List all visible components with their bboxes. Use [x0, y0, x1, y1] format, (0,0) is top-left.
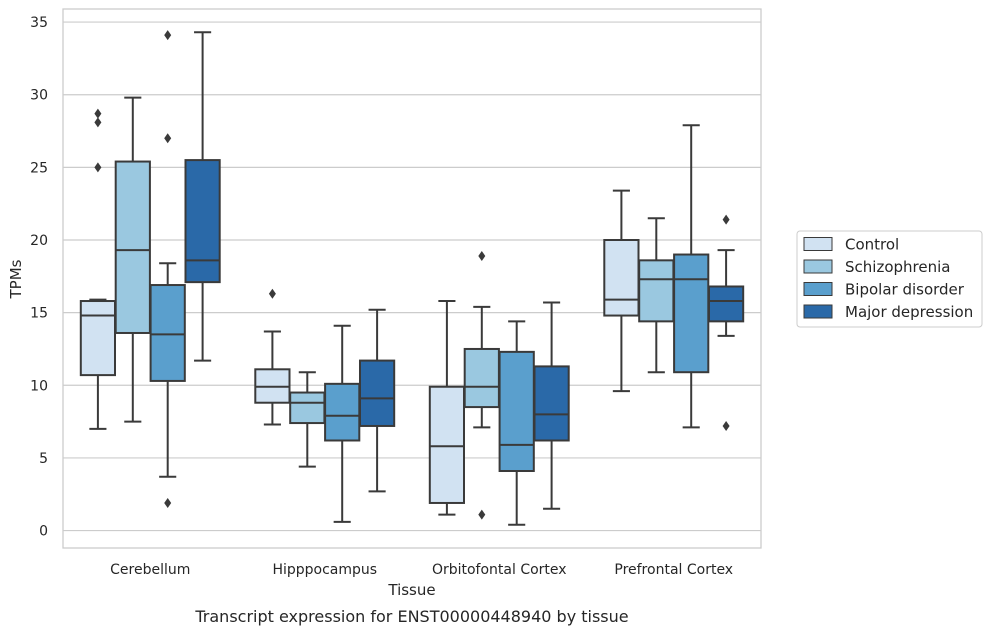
outlier-point: [94, 108, 102, 119]
outlier-point: [722, 214, 730, 225]
iqr-box: [638, 259, 675, 323]
box-control: [603, 189, 640, 393]
y-tick-label: 25: [30, 160, 48, 176]
plot-frame: [62, 8, 762, 549]
x-tick-label: Hipppocampus: [272, 562, 377, 578]
y-tick-label: 35: [30, 15, 48, 31]
iqr-box: [79, 300, 117, 377]
legend-label: Control: [845, 236, 899, 254]
box-major-depression: [533, 301, 570, 510]
box-bipolar-disorder: [673, 124, 710, 429]
iqr-box: [289, 391, 326, 425]
legend: Control Schizophrenia Bipolar disorder Majo…: [796, 230, 983, 328]
iqr-box: [324, 382, 361, 442]
outlier-point: [722, 420, 730, 431]
boxes: [79, 30, 745, 526]
iqr-box: [149, 284, 186, 382]
box-major-depression: [358, 308, 396, 493]
box-major-depression: [707, 214, 745, 431]
iqr-box: [358, 359, 396, 427]
x-axis-label: Tissue: [387, 581, 435, 599]
box-schizophrenia: [463, 250, 500, 520]
iqr-box: [114, 160, 151, 334]
y-tick-label: 10: [30, 378, 48, 394]
box-control: [254, 288, 291, 426]
legend-label: Major depression: [845, 303, 973, 321]
chart-caption: Transcript expression for ENST0000044894…: [194, 607, 628, 626]
iqr-box: [184, 159, 221, 284]
outlier-point: [478, 509, 486, 520]
y-tick-label: 30: [30, 88, 48, 104]
iqr-box: [707, 285, 745, 323]
legend-label: Bipolar disorder: [845, 281, 965, 299]
box-schizophrenia: [114, 96, 151, 423]
x-tick-labels: Cerebellum Hipppocampus Orbitofontal Corte…: [110, 562, 733, 578]
outlier-point: [268, 288, 276, 299]
iqr-box: [428, 385, 466, 504]
outlier-point: [164, 497, 172, 508]
x-tick-label: Orbitofontal Cortex: [432, 562, 567, 578]
outlier-point: [164, 133, 172, 144]
iqr-box: [498, 350, 535, 472]
box-bipolar-disorder: [324, 324, 361, 523]
box-major-depression: [184, 31, 221, 362]
y-tick-label: 5: [39, 451, 48, 467]
legend-frame: [796, 230, 983, 328]
box-control: [428, 300, 466, 516]
legend-swatch: [803, 259, 833, 274]
iqr-box: [673, 253, 710, 374]
outlier-point: [478, 250, 486, 261]
y-tick-label: 15: [30, 306, 48, 322]
y-tick-labels: 0 5 10 15 20 25 30 35: [30, 15, 48, 539]
outlier-point: [94, 117, 102, 128]
legend-label: Schizophrenia: [845, 258, 950, 276]
x-tick-label: Cerebellum: [110, 562, 190, 578]
box-control: [79, 108, 117, 430]
x-tick-label: Prefrontal Cortex: [614, 562, 733, 578]
iqr-box: [603, 239, 640, 317]
outlier-point: [94, 162, 102, 173]
box-schizophrenia: [289, 371, 326, 468]
y-tick-label: 20: [30, 233, 48, 249]
y-tick-label: 0: [39, 524, 48, 540]
box-schizophrenia: [638, 217, 675, 374]
legend-swatch: [803, 237, 833, 251]
iqr-box: [533, 365, 570, 442]
legend-swatch: [803, 282, 833, 296]
legend-swatch: [803, 304, 833, 319]
y-axis-label: TPMs: [7, 259, 25, 299]
iqr-box: [463, 347, 500, 409]
box-bipolar-disorder: [149, 30, 186, 508]
box-bipolar-disorder: [498, 320, 535, 526]
outlier-point: [164, 30, 172, 41]
